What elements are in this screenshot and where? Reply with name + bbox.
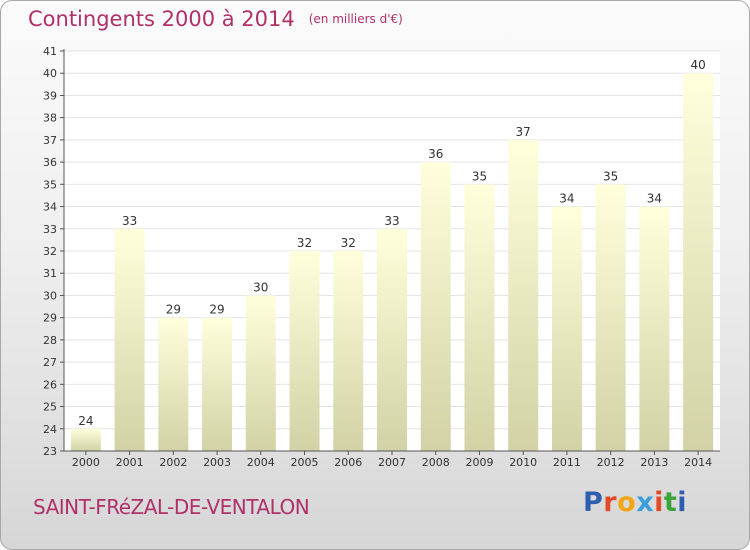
bar: [683, 73, 714, 451]
y-tick-label: 23: [43, 445, 57, 458]
x-tick-label: 2003: [203, 456, 231, 469]
y-tick-label: 38: [43, 112, 57, 125]
logo-letter: o: [617, 487, 637, 518]
bar: [508, 139, 539, 451]
data-label: 36: [428, 147, 443, 161]
bar: [464, 184, 495, 452]
y-tick-label: 26: [43, 378, 57, 391]
y-tick-label: 32: [43, 245, 57, 258]
y-tick-label: 27: [43, 356, 57, 369]
bar: [202, 317, 233, 451]
data-label: 40: [690, 58, 705, 72]
title-main: Contingents 2000 à 2014: [28, 7, 295, 31]
bar: [114, 228, 145, 451]
data-label: 34: [559, 192, 574, 206]
x-tick-label: 2004: [247, 456, 275, 469]
data-label: 30: [253, 280, 268, 294]
bar: [70, 428, 101, 451]
data-label: 32: [297, 236, 312, 250]
x-tick-label: 2012: [597, 456, 625, 469]
plot-area: 23 24 25 26 27 28 29 30 31 32 33 34 35 36 37 38 39 40 41 24…: [43, 45, 720, 469]
y-tick-label: 25: [43, 401, 57, 414]
y-tick-label: 36: [43, 156, 57, 169]
x-tick-label: 2008: [422, 456, 450, 469]
chart-title: Contingents 2000 à 2014 (en milliers d'€): [28, 7, 403, 31]
data-label: 29: [209, 303, 224, 317]
bar: [333, 251, 364, 451]
x-tick-label: 2000: [72, 456, 100, 469]
commune-name: SAINT-FRéZAL-DE-VENTALON: [33, 495, 310, 519]
logo-letter: P: [583, 487, 604, 518]
y-tick-label: 33: [43, 223, 57, 236]
x-tick-label: 2001: [116, 456, 144, 469]
logo-letter: i: [677, 487, 688, 518]
logo-letter: r: [603, 487, 618, 518]
data-label: 35: [472, 169, 487, 183]
y-tick-label: 24: [43, 423, 57, 436]
logo-letter: t: [663, 487, 678, 518]
x-tick-label: 2007: [378, 456, 406, 469]
bar: [551, 206, 582, 451]
x-tick-label: 2011: [553, 456, 581, 469]
x-tick-label: 2005: [291, 456, 319, 469]
x-tick-label: 2006: [334, 456, 362, 469]
data-label: 33: [384, 214, 399, 228]
x-tick-label: 2014: [684, 456, 712, 469]
x-tick-label: 2010: [509, 456, 537, 469]
x-tick-label: 2013: [640, 456, 668, 469]
y-tick-label: 34: [43, 201, 57, 214]
data-label: 35: [603, 169, 618, 183]
bar: [289, 251, 320, 451]
y-tick-label: 40: [43, 67, 57, 80]
data-label: 37: [516, 125, 531, 139]
y-tick-label: 41: [43, 45, 57, 58]
y-tick-label: 29: [43, 312, 57, 325]
data-label: 34: [647, 192, 662, 206]
bar: [595, 184, 626, 452]
y-tick-label: 39: [43, 89, 57, 102]
bar: [420, 162, 451, 451]
y-tick-label: 28: [43, 334, 57, 347]
bar: [639, 206, 670, 451]
y-tick-label: 30: [43, 289, 57, 302]
proxiti-logo: Proxiti: [583, 487, 687, 518]
logo-letter: i: [654, 487, 664, 518]
y-tick-label: 35: [43, 178, 57, 191]
logo-letter: x: [636, 487, 655, 518]
data-label: 24: [78, 414, 93, 428]
bar: [377, 228, 407, 451]
bar: [158, 317, 189, 451]
data-label: 32: [341, 236, 356, 250]
data-label: 29: [166, 303, 181, 317]
bar: [245, 295, 276, 451]
y-tick-label: 37: [43, 134, 57, 147]
data-label: 33: [122, 214, 137, 228]
title-unit: (en milliers d'€): [308, 12, 403, 26]
y-tick-label: 31: [43, 267, 57, 280]
x-tick-label: 2002: [159, 456, 187, 469]
x-tick-label: 2009: [465, 456, 493, 469]
